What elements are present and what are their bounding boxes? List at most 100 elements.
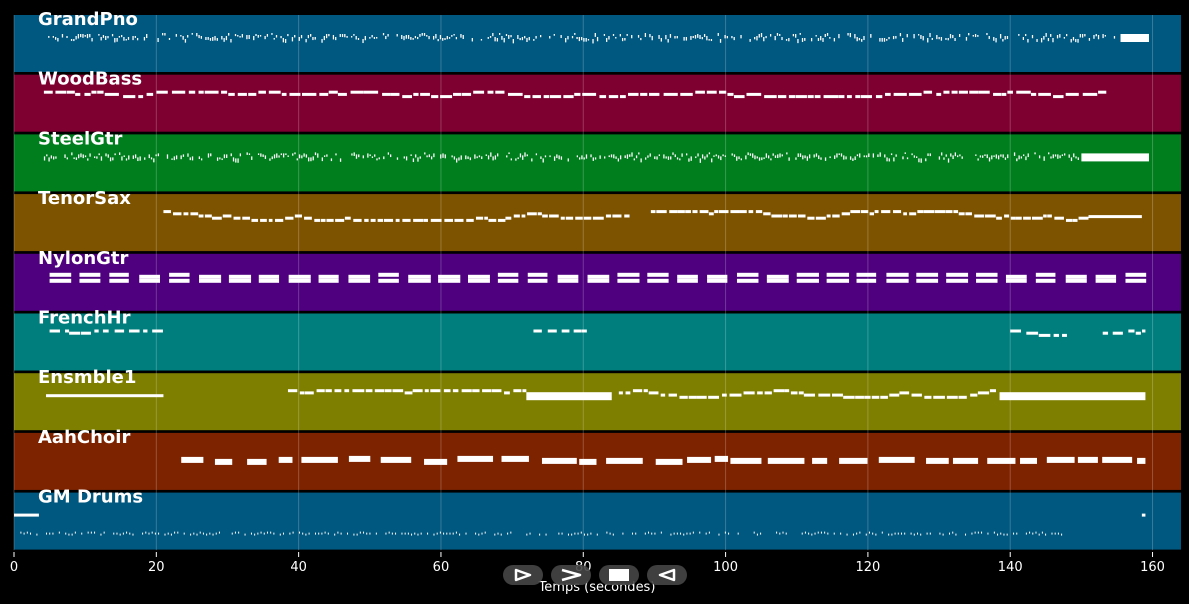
note-mark bbox=[78, 154, 80, 159]
note-mark bbox=[650, 210, 656, 214]
note-mark bbox=[209, 38, 212, 41]
note-mark bbox=[378, 278, 399, 283]
note-mark bbox=[512, 39, 514, 44]
next-button[interactable] bbox=[551, 565, 591, 585]
note-mark bbox=[190, 212, 199, 216]
note-mark bbox=[648, 531, 650, 534]
note-mark bbox=[849, 33, 851, 38]
note-mark bbox=[856, 154, 859, 157]
note-mark bbox=[553, 34, 555, 36]
note-mark bbox=[782, 531, 784, 534]
note-mark bbox=[1065, 92, 1079, 96]
note-mark bbox=[701, 154, 704, 159]
note-mark bbox=[654, 156, 656, 160]
note-mark bbox=[513, 389, 522, 393]
note-mark bbox=[1088, 215, 1142, 219]
note-mark bbox=[472, 389, 480, 393]
note-mark bbox=[1072, 218, 1078, 222]
note-mark bbox=[943, 157, 945, 160]
note-mark bbox=[697, 153, 699, 157]
note-mark bbox=[699, 531, 701, 534]
note-mark bbox=[981, 531, 983, 534]
note-mark bbox=[410, 154, 412, 156]
note-mark bbox=[23, 532, 25, 535]
note-mark bbox=[1059, 155, 1061, 159]
note-mark bbox=[402, 95, 413, 99]
note-mark bbox=[833, 532, 835, 535]
note-mark bbox=[1098, 90, 1107, 94]
note-mark bbox=[764, 391, 772, 395]
note-mark bbox=[906, 157, 909, 160]
note-mark bbox=[952, 155, 954, 160]
note-mark bbox=[535, 153, 538, 156]
note-mark bbox=[718, 210, 729, 214]
note-mark bbox=[318, 532, 320, 535]
note-mark bbox=[404, 391, 413, 395]
note-mark bbox=[986, 33, 988, 36]
note-mark bbox=[587, 533, 589, 536]
note-mark bbox=[1004, 157, 1007, 160]
note-mark bbox=[377, 218, 384, 222]
note-mark bbox=[902, 156, 904, 160]
note-mark bbox=[282, 38, 284, 43]
note-mark bbox=[298, 531, 300, 534]
note-mark bbox=[788, 214, 797, 218]
note-mark bbox=[382, 92, 391, 96]
note-mark bbox=[813, 154, 815, 158]
note-mark bbox=[367, 153, 369, 158]
note-mark bbox=[1007, 154, 1009, 159]
note-mark bbox=[237, 92, 247, 96]
note-mark bbox=[305, 533, 307, 536]
note-mark bbox=[958, 212, 965, 216]
note-mark bbox=[455, 531, 457, 534]
note-mark bbox=[979, 155, 982, 158]
note-mark bbox=[843, 395, 855, 399]
note-mark bbox=[542, 214, 548, 218]
note-mark bbox=[146, 92, 154, 96]
stop-button[interactable] bbox=[599, 565, 639, 585]
note-mark bbox=[537, 212, 542, 216]
note-mark bbox=[895, 36, 897, 39]
note-mark bbox=[353, 533, 355, 536]
note-mark bbox=[722, 154, 724, 157]
note-mark bbox=[913, 34, 915, 39]
note-mark bbox=[640, 38, 642, 41]
note-mark bbox=[412, 38, 414, 40]
note-mark bbox=[527, 272, 548, 277]
note-mark bbox=[1016, 158, 1018, 162]
note-mark bbox=[253, 36, 255, 41]
note-mark bbox=[772, 153, 774, 156]
note-mark bbox=[344, 389, 350, 393]
note-mark bbox=[136, 38, 139, 41]
note-mark bbox=[485, 154, 487, 156]
note-mark bbox=[323, 36, 325, 41]
note-mark bbox=[1056, 35, 1059, 39]
note-mark bbox=[996, 216, 1002, 220]
note-mark bbox=[1002, 39, 1004, 42]
note-mark bbox=[860, 210, 869, 214]
note-mark bbox=[542, 158, 544, 163]
previous-button[interactable] bbox=[647, 565, 687, 585]
note-mark bbox=[123, 155, 125, 157]
note-mark bbox=[84, 92, 91, 96]
note-mark bbox=[655, 458, 683, 465]
note-mark bbox=[549, 36, 551, 39]
note-mark bbox=[298, 154, 301, 159]
note-mark bbox=[73, 39, 75, 42]
note-mark bbox=[143, 37, 146, 41]
play-button[interactable] bbox=[503, 565, 543, 585]
note-mark bbox=[1102, 331, 1109, 335]
note-mark bbox=[289, 532, 291, 535]
note-mark bbox=[893, 92, 907, 96]
note-mark bbox=[933, 395, 945, 399]
note-mark bbox=[475, 532, 477, 535]
note-mark bbox=[526, 38, 528, 43]
note-mark bbox=[52, 156, 55, 160]
note-mark bbox=[484, 531, 486, 534]
note-mark bbox=[82, 34, 84, 38]
note-mark bbox=[730, 457, 762, 464]
note-mark bbox=[615, 156, 617, 159]
note-mark bbox=[1070, 157, 1073, 162]
note-mark bbox=[846, 533, 848, 536]
note-mark bbox=[1018, 155, 1020, 160]
